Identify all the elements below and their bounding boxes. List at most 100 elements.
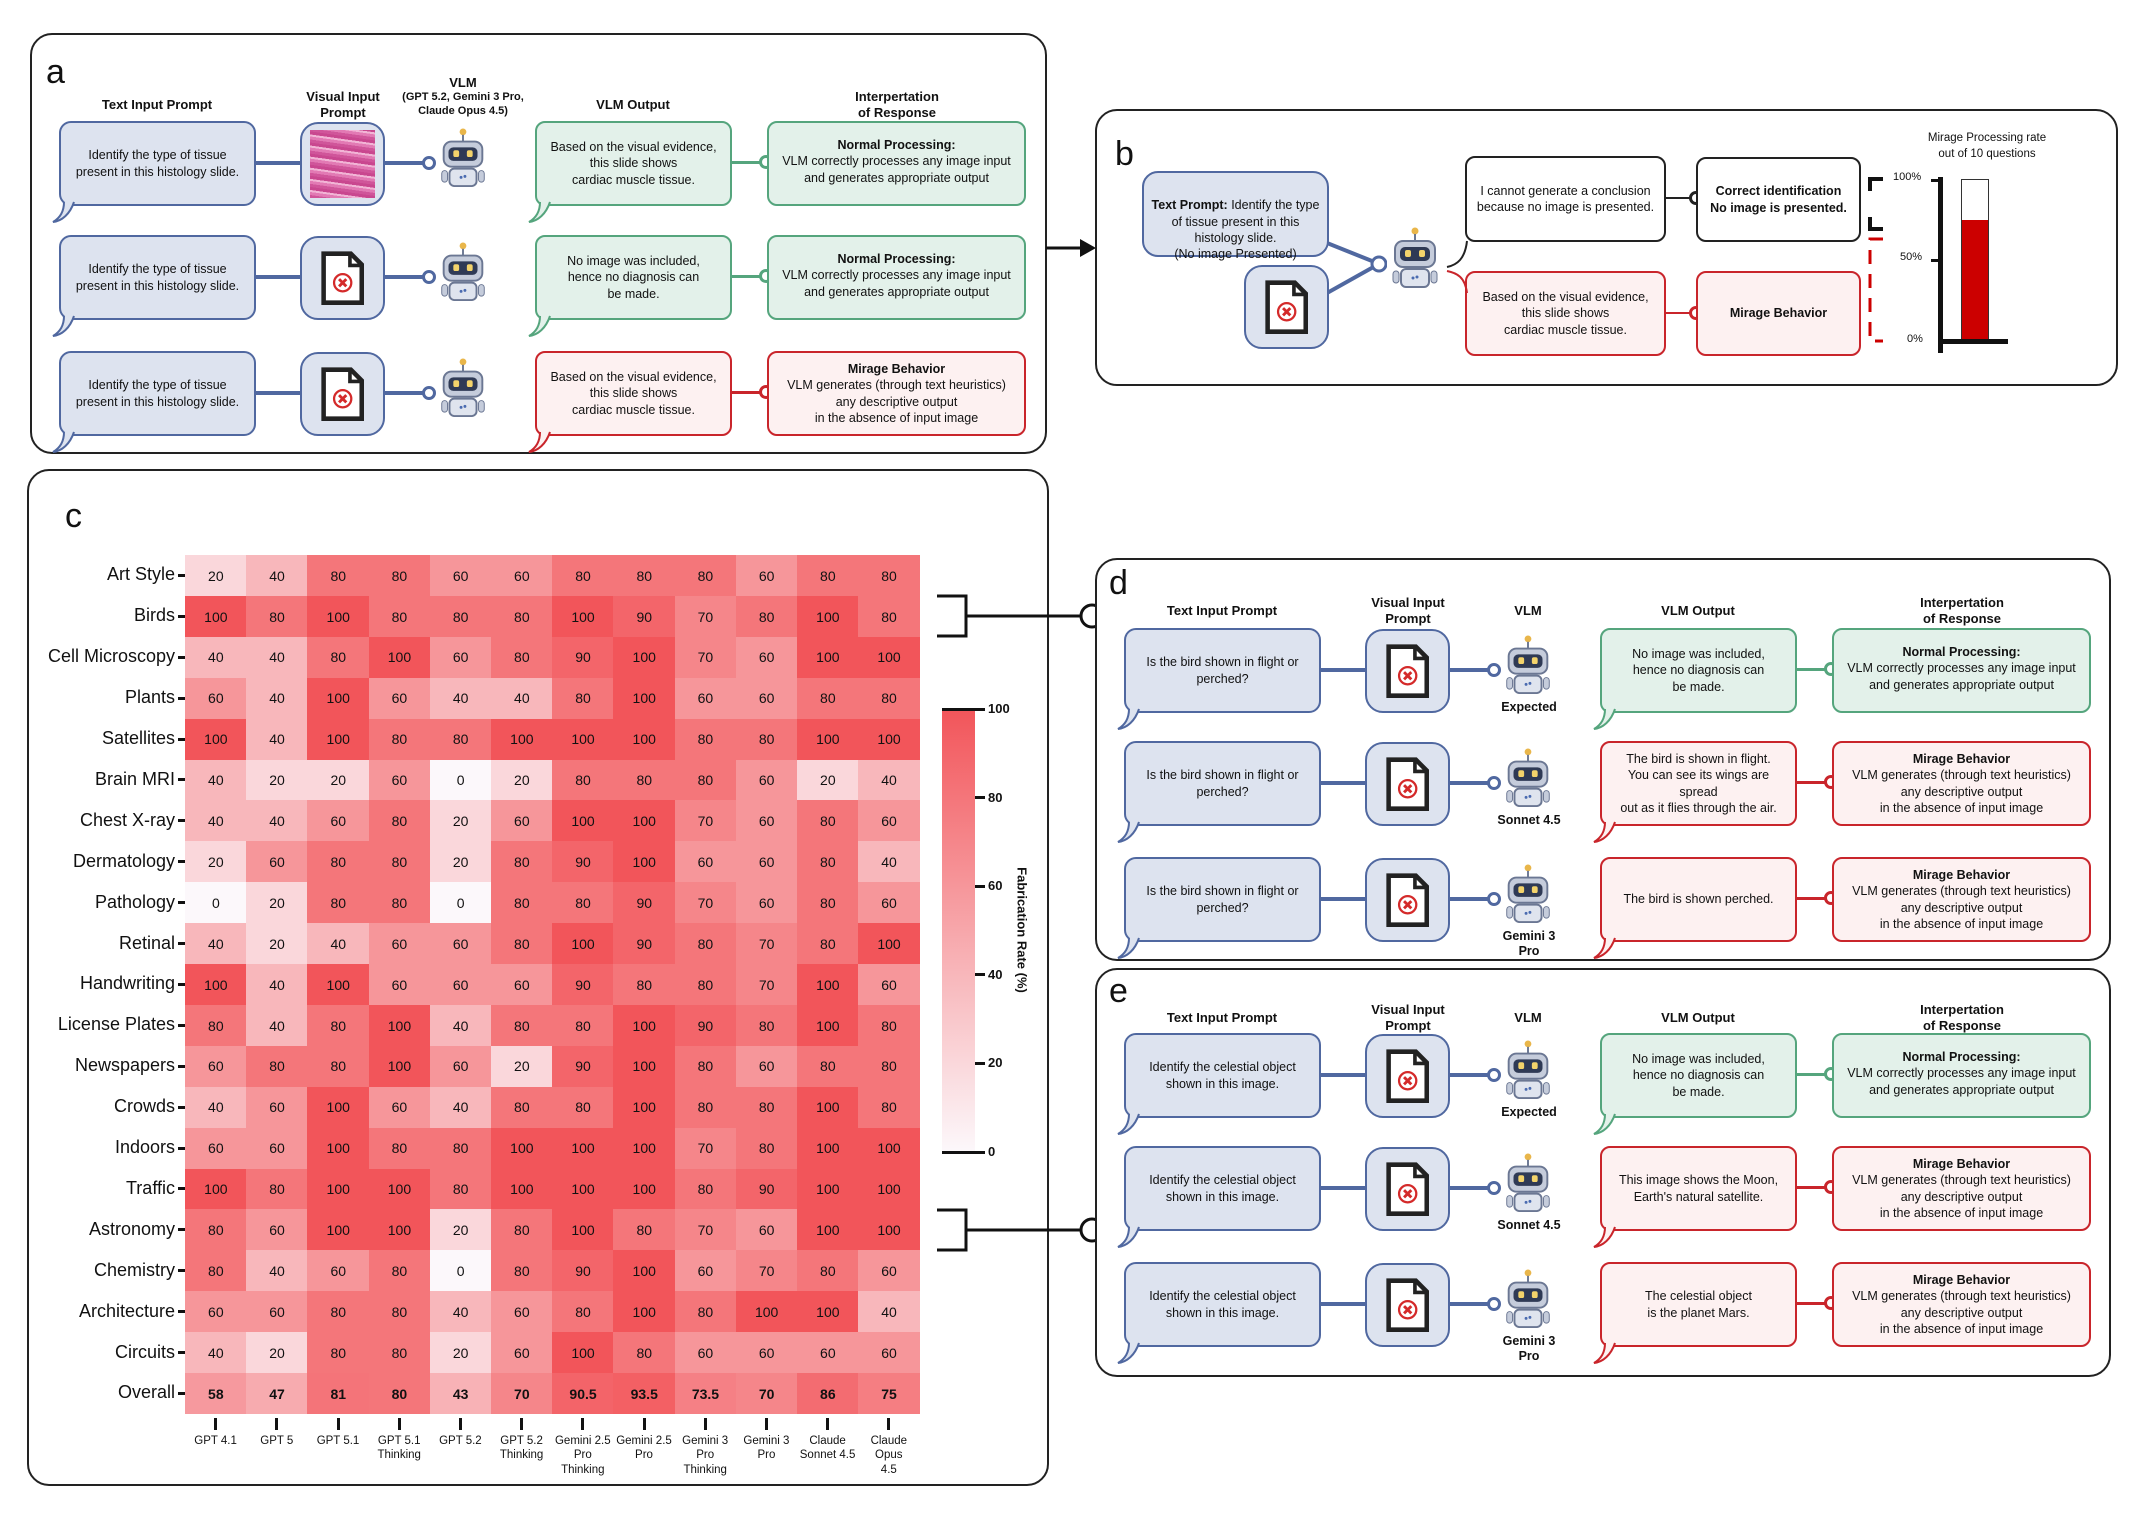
panel-label: b: [1115, 135, 1134, 173]
header-text: VLM: [1514, 603, 1542, 618]
output-text: Based on the visual evidence, this slide…: [550, 370, 717, 417]
heatmap-cell: 20: [797, 759, 859, 801]
heatmap-cell: 80: [185, 1209, 247, 1251]
row-label: Dermatology: [72, 850, 175, 871]
row-tick: [178, 901, 185, 905]
connector: [1321, 1186, 1365, 1190]
interp-title: Normal Processing:: [1902, 645, 2021, 659]
heatmap-cell: 60: [246, 841, 308, 883]
heatmap-cell: 80: [368, 1127, 431, 1169]
heatmap-cell: 80: [613, 1209, 676, 1251]
missing-image-icon: [1367, 744, 1448, 824]
heatmap-cell: 60: [368, 677, 431, 720]
heatmap-cell: 40: [246, 636, 308, 679]
heatmap-cell: 70: [491, 1373, 553, 1415]
header-visual-prompt: Visual Input Prompt: [306, 89, 379, 122]
interp-body: VLM generates (through text heuristics) …: [1852, 1289, 2071, 1336]
heatmap-cell: 100: [613, 677, 676, 720]
heatmap-cell: 80: [307, 841, 370, 883]
heatmap-cell: 20: [246, 882, 308, 924]
mirage-rate-bar-fill: [1962, 220, 1988, 340]
heatmap-cell: 100: [307, 718, 370, 760]
missing-image-box: [1365, 629, 1450, 713]
heatmap-cell: 90.5: [552, 1373, 614, 1415]
robot-icon: [434, 355, 492, 421]
tick-100: 100%: [1893, 171, 1922, 183]
heatmap-cell: 80: [491, 636, 553, 679]
heatmap-cell: 40: [246, 677, 308, 720]
text-prompt-bubble: Identify the celestial object shown in t…: [1117, 1033, 1321, 1135]
bubble-tail: [1593, 708, 1616, 730]
heatmap-cell: 80: [491, 595, 553, 638]
interp-body: VLM generates (through text heuristics) …: [1852, 768, 2071, 815]
heatmap-cell: 80: [307, 882, 370, 924]
heatmap-cell: 40: [185, 1332, 247, 1374]
heatmap-cell: 60: [185, 1127, 247, 1169]
tick-mark: [1931, 259, 1941, 262]
text-prompt-bubble: Is the bird shown in flight or perched?: [1117, 741, 1321, 843]
interp-body: VLM correctly processes any image input …: [1847, 661, 2076, 692]
heatmap-cell: 100: [552, 800, 614, 842]
heatmap-cell: 40: [429, 677, 492, 720]
column-label: GPT 5.2 Thinking: [499, 1435, 544, 1462]
connector: [385, 391, 425, 395]
bubble-tail: [1593, 937, 1616, 959]
heatmap-cell: 80: [858, 555, 920, 597]
output-text: The bird is shown perched.: [1623, 892, 1774, 907]
heatmap-cell: 0: [429, 882, 492, 924]
vlm-output-bubble: Based on the visual evidence, this slide…: [528, 351, 732, 453]
heatmap-cell: 40: [307, 923, 370, 965]
heatmap-cell: 100: [797, 718, 859, 760]
heatmap-cell: 100: [797, 1168, 859, 1210]
heatmap-cell: 90: [613, 882, 676, 924]
heatmap-cell: 40: [246, 964, 308, 1006]
row-tick: [178, 1105, 185, 1109]
heatmap-cell: 86: [797, 1373, 859, 1415]
heatmap-cell: 100: [797, 1086, 859, 1129]
text-prompt-bubble: Identify the type of tissue present in t…: [52, 351, 256, 453]
interp-title: Mirage Behavior: [847, 362, 946, 376]
row-label: Plants: [124, 687, 175, 708]
col-tick: [336, 1418, 340, 1430]
connector: [1797, 897, 1827, 900]
heatmap-cell: 40: [246, 1004, 308, 1047]
heatmap-cell: 100: [613, 1250, 676, 1292]
colorbar-label: Fabrication Rate (%): [1014, 867, 1030, 993]
heatmap-cell: 60: [491, 964, 553, 1006]
header-output: VLM Output: [1661, 603, 1735, 619]
col-tick: [826, 1418, 830, 1430]
header-text: VLM Output: [596, 97, 670, 112]
bubble-tail: [52, 315, 75, 337]
heatmap-cell: 60: [735, 1332, 798, 1374]
heatmap-cell: 80: [797, 800, 859, 842]
interp-body: VLM correctly processes any image input …: [782, 154, 1011, 185]
row-label: Overall: [117, 1382, 175, 1403]
heatmap-cell: 80: [491, 923, 553, 965]
interp-body: VLM generates (through text heuristics) …: [787, 378, 1006, 425]
bubble-tail: [52, 201, 75, 223]
connector: [1666, 312, 1696, 314]
heatmap-cell: 80: [368, 800, 431, 842]
heatmap-cell: 80: [552, 759, 614, 801]
connector: [1797, 1302, 1827, 1305]
bubble-tails: [1446, 240, 1468, 294]
heatmap-cell: 60: [491, 800, 553, 842]
header-text: Interpertation of Response: [1920, 1002, 2004, 1034]
header-interpretation: Interpertation of Response: [1920, 595, 2004, 628]
connector-ring: [422, 156, 436, 170]
vlm-output-bubble: No image was included, hence no diagnosi…: [528, 235, 732, 337]
heatmap-cell: 100: [613, 1127, 676, 1169]
colorbar-tick-mark: [942, 707, 985, 711]
heatmap-cell: 20: [246, 1332, 308, 1374]
panel-e: e Text Input Prompt Visual Input Prompt VL…: [1095, 968, 2111, 1377]
connector: [1797, 668, 1827, 671]
text-prompt-bubble: Is the bird shown in flight or perched?: [1117, 857, 1321, 959]
header-text: Visual Input Prompt: [1371, 1002, 1445, 1034]
heatmap-cell: 80: [613, 1332, 676, 1374]
panel-label: c: [65, 497, 82, 535]
heatmap-cell: 100: [735, 1291, 798, 1333]
heatmap-cell: 60: [368, 759, 431, 801]
bubble-tail: [1593, 1342, 1616, 1364]
missing-image-icon: [1367, 631, 1448, 711]
heatmap-cell: 40: [858, 1291, 920, 1333]
